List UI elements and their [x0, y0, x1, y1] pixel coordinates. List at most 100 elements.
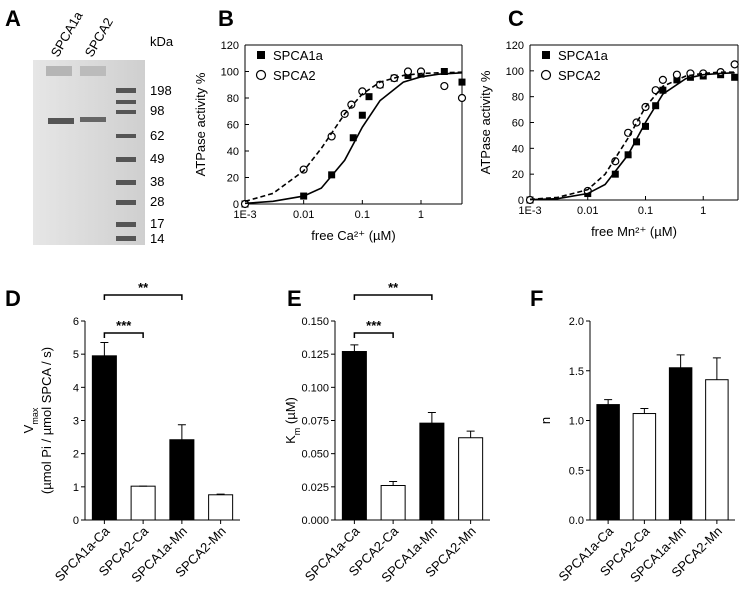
fit-line	[529, 71, 735, 201]
marker-label: 17	[150, 216, 164, 231]
y-tick-label: 40	[512, 143, 524, 155]
lane-label: SPCA1a	[48, 8, 86, 59]
bar	[380, 485, 406, 521]
legend-marker	[257, 51, 265, 59]
y-tick-label: 0.025	[301, 482, 329, 494]
marker-label: 28	[150, 194, 164, 209]
data-point	[458, 78, 466, 86]
y-tick-label: 120	[506, 40, 524, 52]
marker-label: 198	[150, 83, 172, 98]
data-point	[403, 67, 413, 76]
y-axis-label: ATPase activity %	[193, 72, 208, 176]
legend-marker	[542, 51, 550, 59]
y-tick-label: 20	[227, 173, 239, 185]
x-tick-label: 0.1	[638, 205, 653, 217]
y-tick-label: 40	[227, 146, 239, 158]
data-point	[730, 60, 739, 69]
fit-line	[244, 72, 463, 205]
y-tick-label: 0.125	[301, 349, 329, 361]
bar	[341, 351, 367, 521]
y-tick-label: 6	[73, 316, 79, 328]
data-point	[358, 111, 366, 119]
data-point	[457, 93, 467, 103]
chart-panel: C 0 20 40 60 80 100 120 ATPase activity % 1E-3 0.0…	[478, 6, 739, 239]
data-point	[365, 93, 373, 101]
panel-letter: D	[5, 286, 21, 311]
y-tick-label: 2.0	[569, 316, 584, 328]
gel-band	[46, 66, 72, 76]
significance-bracket	[103, 294, 183, 300]
legend-label: SPCA2	[273, 68, 316, 83]
marker-label: 98	[150, 103, 164, 118]
error-bar	[712, 357, 721, 380]
x-tick-label: 1E-3	[233, 209, 256, 221]
y-axis-label: ATPase activity %	[478, 70, 493, 174]
y-tick-label: 0.0	[569, 515, 584, 527]
bar	[596, 404, 620, 521]
gel-image	[33, 60, 145, 245]
chart-panel: F0.00.51.01.52.0nSPCA1a-CaSPCA2-CaSPCA1a…	[530, 286, 735, 585]
panel-letter: A	[5, 6, 21, 31]
legend-label: SPCA1a	[273, 48, 324, 63]
y-tick-label: 0.150	[301, 316, 329, 328]
bar	[208, 494, 234, 521]
x-axis-label: free Ca²⁺ (µM)	[311, 228, 395, 243]
y-tick-label: 0.100	[301, 382, 329, 394]
y-tick-label: 0.075	[301, 416, 329, 428]
marker-label: 14	[150, 231, 164, 246]
panel-letter: F	[530, 286, 543, 311]
y-label-sub: m	[292, 428, 302, 436]
x-tick-label: 0.01	[577, 205, 598, 217]
y-tick-label: 1.0	[569, 416, 584, 428]
legend-label: SPCA2	[558, 68, 601, 83]
y-tick-label: 5	[73, 349, 79, 361]
data-point	[641, 122, 649, 130]
gel-band	[48, 118, 74, 124]
y-tick-label: 4	[73, 382, 79, 394]
legend-marker	[255, 69, 267, 81]
y-label-main: V	[21, 424, 36, 433]
x-tick-label: 1	[418, 209, 424, 221]
marker-label: 62	[150, 128, 164, 143]
panel-letter: B	[218, 6, 234, 31]
panel-letter: C	[508, 6, 524, 31]
marker-label: 38	[150, 174, 164, 189]
legend-label: SPCA1a	[558, 48, 609, 63]
bar	[632, 413, 657, 521]
y-tick-label: 60	[512, 118, 524, 130]
y-label-sub: max	[30, 407, 40, 425]
x-tick-label: 0.1	[355, 209, 370, 221]
y-tick-label: 80	[512, 92, 524, 104]
marker-label: 49	[150, 151, 164, 166]
ladder	[116, 88, 136, 241]
significance-label: ***	[116, 318, 132, 333]
significance-label: **	[388, 280, 399, 295]
y-tick-label: 100	[506, 66, 524, 78]
y-label-main: K	[283, 435, 298, 444]
y-tick-label: 80	[227, 93, 239, 105]
y-tick-label: 1	[73, 482, 79, 494]
y-tick-label: 20	[512, 169, 524, 181]
significance-bracket	[103, 332, 144, 338]
y-tick-label: 0.000	[301, 515, 329, 527]
y-axis-label: Vmax	[21, 407, 40, 433]
significance-label: **	[138, 280, 149, 295]
y-tick-label: 100	[221, 67, 239, 79]
gel-band	[80, 117, 106, 122]
significance-bracket	[353, 332, 394, 338]
chart-panel: E 0.000 0.025 0.050 0.075 0.100 0.125 0.150 Km (…	[283, 280, 490, 585]
data-point	[672, 70, 682, 79]
gel-band	[80, 66, 106, 76]
bar	[668, 367, 693, 521]
y-axis-label-2: (µmol Pi / µmol SPCA / s)	[39, 347, 54, 494]
bar	[705, 379, 729, 521]
lane-label: SPCA2	[82, 15, 116, 59]
y-tick-label: 2	[73, 449, 79, 461]
significance-label: ***	[366, 318, 382, 333]
y-label-main: ATPase activity %	[193, 72, 208, 176]
data-point	[658, 75, 667, 84]
y-axis-label: Km (µM)	[283, 397, 302, 444]
y-tick-label: 3	[73, 416, 79, 428]
